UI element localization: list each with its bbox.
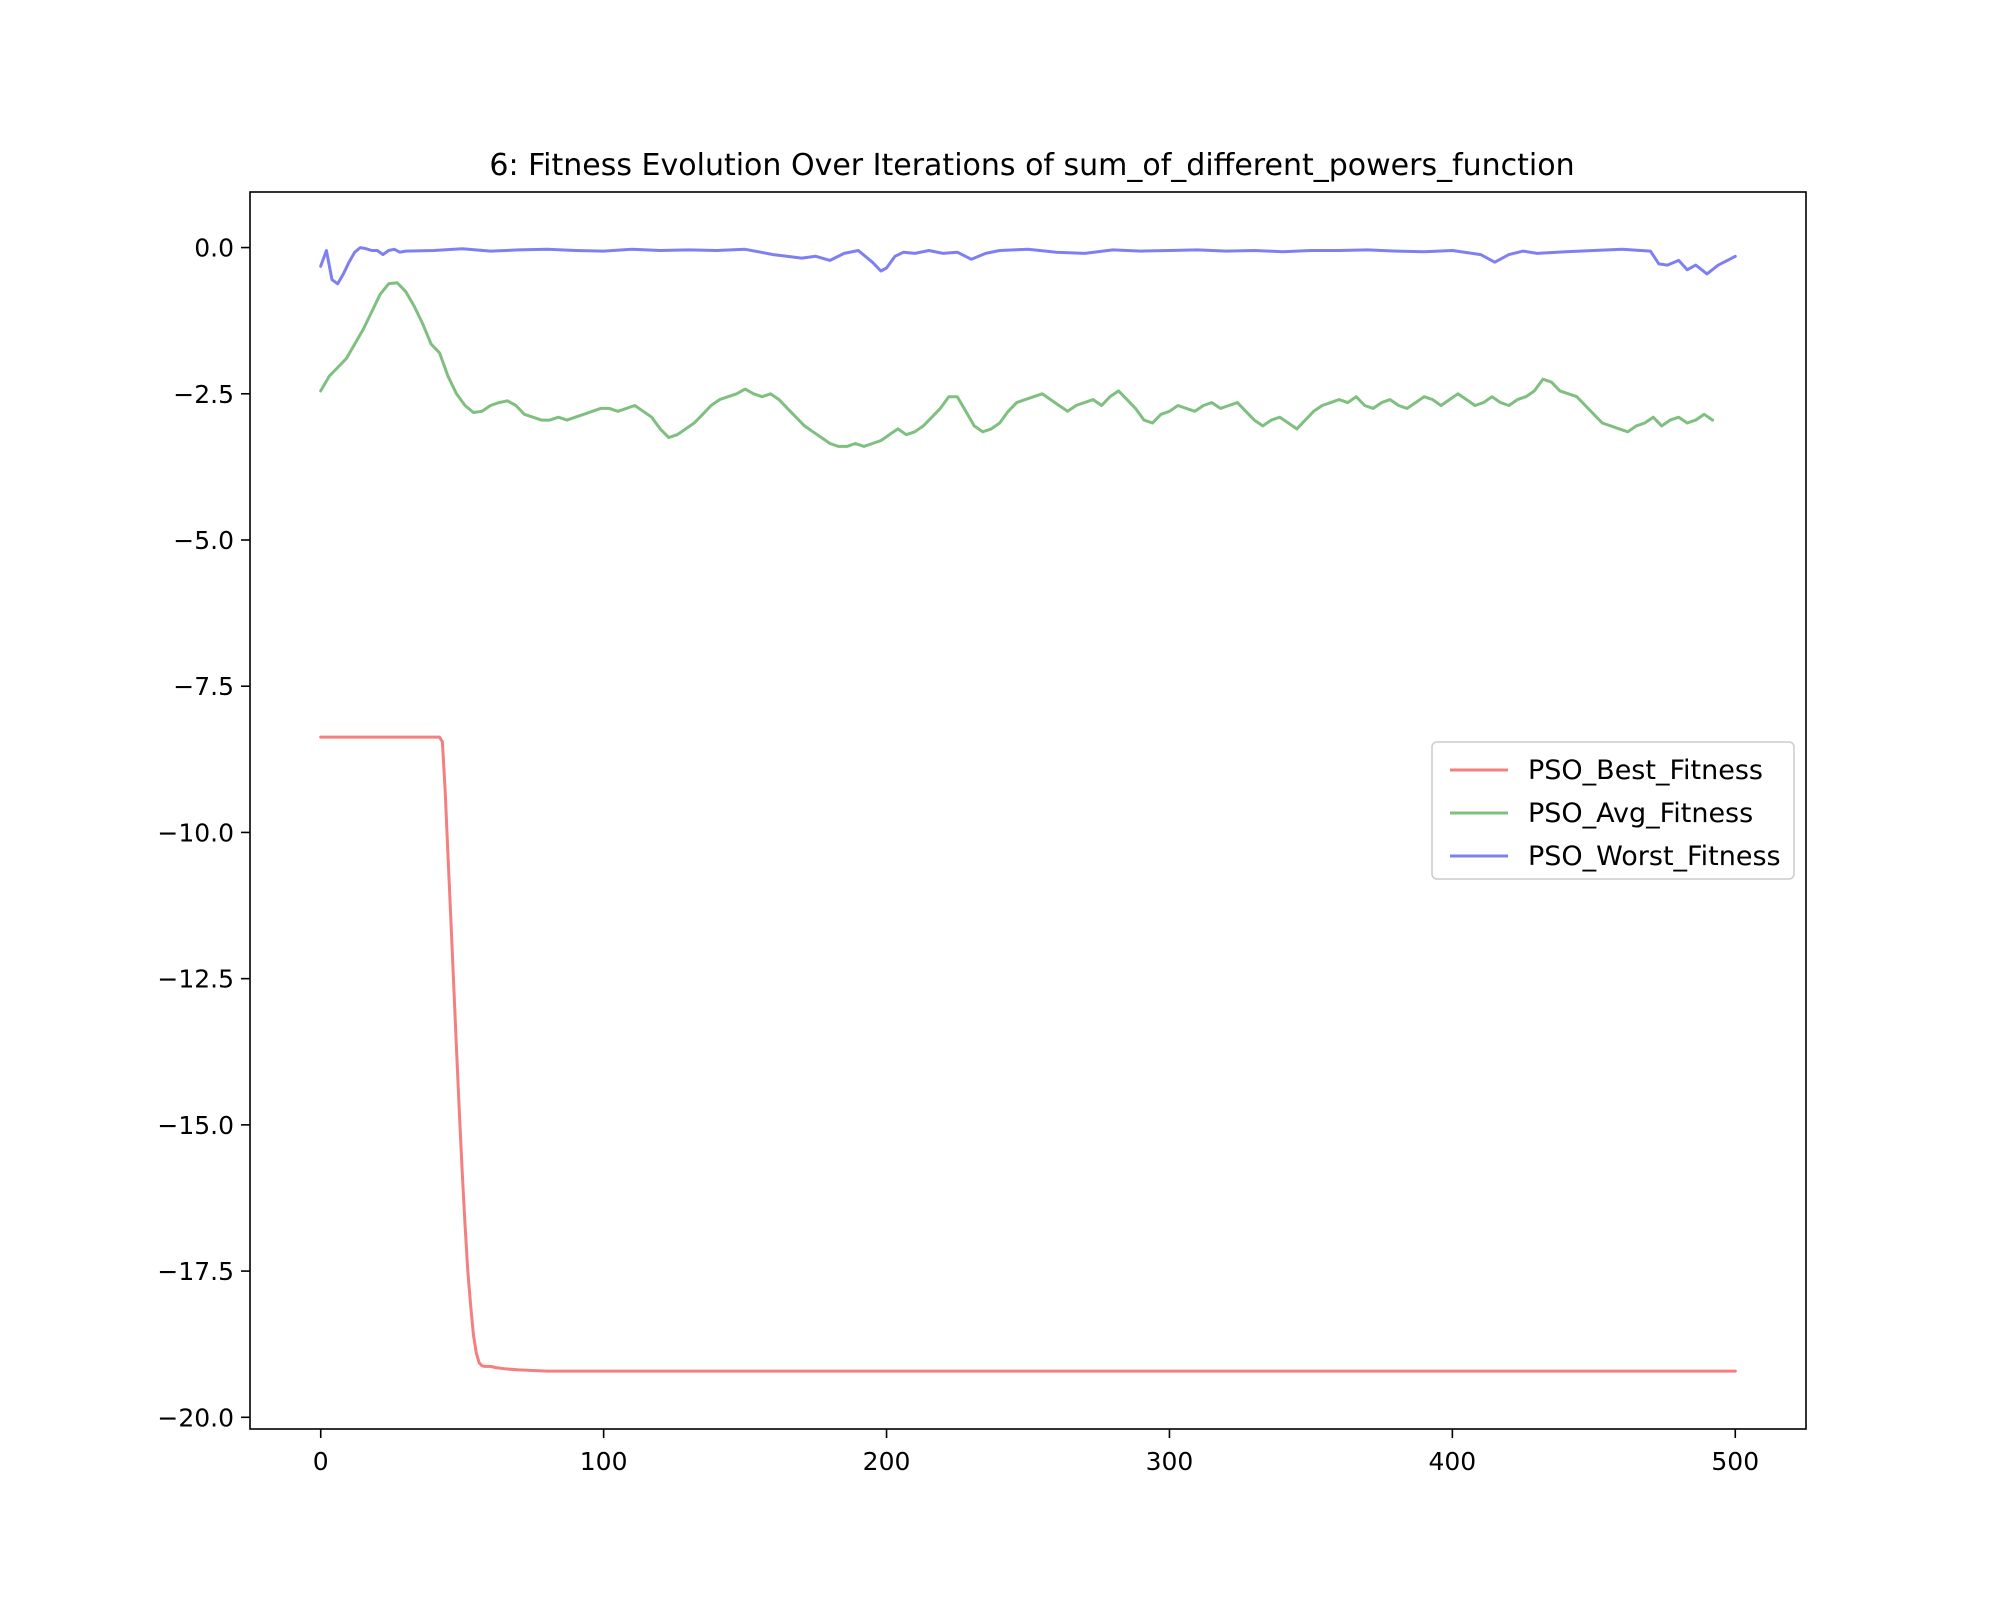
chart-title: 6: Fitness Evolution Over Iterations of … [489,148,1574,183]
y-tick-label: −7.5 [173,672,234,701]
legend-label: PSO_Best_Fitness [1528,755,1763,786]
x-tick-label: 400 [1429,1447,1477,1476]
y-tick-label: −15.0 [157,1111,234,1140]
series-line-pso-avg-fitness [321,283,1713,447]
series-line-pso-worst-fitness [321,248,1736,284]
y-tick-label: −20.0 [157,1403,234,1432]
x-tick-label: 100 [580,1447,628,1476]
y-tick-label: −12.5 [157,965,234,994]
legend: PSO_Best_Fitness PSO_Avg_Fitness PSO_Worst… [1432,742,1794,879]
y-tick-label: −17.5 [157,1257,234,1286]
x-tick-label: 0 [313,1447,329,1476]
legend-label: PSO_Avg_Fitness [1528,798,1753,829]
x-tick-label: 300 [1146,1447,1194,1476]
y-tick-label: −5.0 [173,526,234,555]
x-tick-label: 200 [863,1447,911,1476]
y-tick-label: −2.5 [173,380,234,409]
legend-label: PSO_Worst_Fitness [1528,841,1781,872]
y-tick-label: −10.0 [157,818,234,847]
x-axis: 0 100 200 300 400 500 [313,1429,1759,1476]
y-axis: 0.0 −2.5 −5.0 −7.5 −10.0 −12.5 −15.0 −17.5 −20.0 [157,234,250,1433]
x-tick-label: 500 [1711,1447,1759,1476]
y-tick-label: 0.0 [194,234,234,263]
